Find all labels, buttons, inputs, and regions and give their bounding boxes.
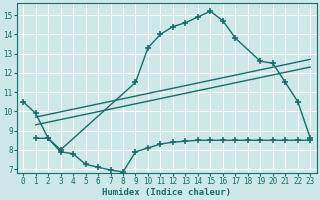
X-axis label: Humidex (Indice chaleur): Humidex (Indice chaleur)	[102, 188, 231, 197]
